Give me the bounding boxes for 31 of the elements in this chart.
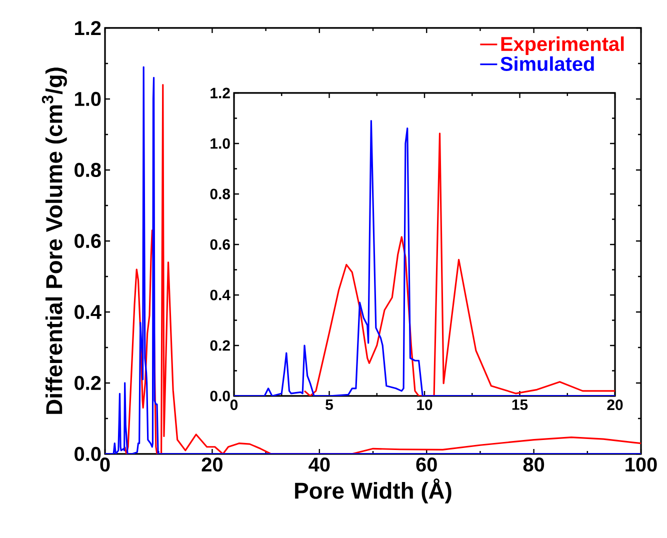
x-tick-label: 40: [308, 458, 330, 472]
x-tick-label: 5: [326, 400, 333, 410]
y-tick-label: 1.2: [210, 88, 230, 98]
x-tick-label: 100: [626, 458, 657, 472]
y-tick-label: 0.8: [74, 162, 101, 178]
x-tick-label: 0: [230, 400, 238, 410]
x-tick-label: 80: [523, 458, 544, 472]
y-tick-label: 0.6: [74, 234, 101, 248]
line-series: [304, 132, 616, 396]
x-tick-label: 0: [100, 458, 110, 472]
x-axis-title: Pore Width (Å): [295, 478, 452, 504]
legend-label: Experimental: [501, 36, 624, 56]
y-tick-label: 1.0: [75, 92, 101, 106]
line-series: [234, 120, 616, 396]
x-tick-label: 60: [416, 458, 437, 472]
y-tick-label: 1.0: [210, 138, 230, 149]
y-tick-label: 0.6: [210, 239, 230, 250]
y-tick-label: 0.4: [210, 290, 230, 300]
y-tick-label: 1.2: [75, 21, 101, 35]
x-tick-label: 15: [512, 400, 528, 410]
y-tick-label: 0.4: [74, 304, 102, 320]
x-tick-label: 10: [417, 400, 432, 410]
y-tick-label: 0.8: [210, 188, 230, 200]
x-tick-label: 20: [607, 400, 623, 410]
y-tick-label: 0.2: [210, 340, 230, 351]
y-tick-label: 0.2: [74, 376, 101, 390]
y-axis-title: Differential Pore Volume (cm$^{3}$/g): [42, 68, 67, 414]
legend-label: Simulated: [500, 56, 594, 71]
y-tick-label: 0.0: [210, 390, 230, 402]
y-tick-label: 0.0: [74, 446, 101, 462]
x-tick-label: 20: [202, 458, 222, 472]
